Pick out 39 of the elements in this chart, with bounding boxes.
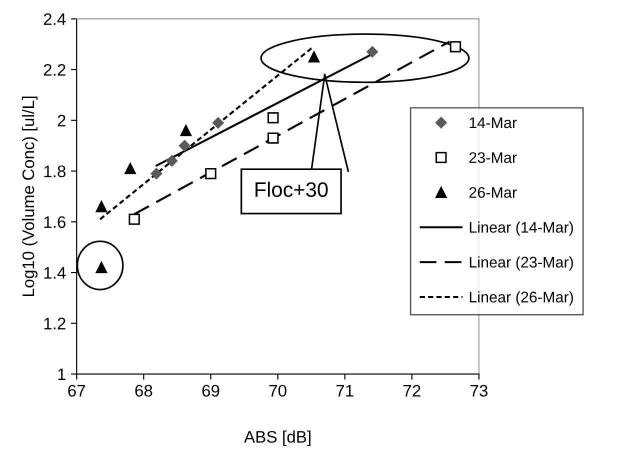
point (267, 132, 279, 144)
point (96, 262, 108, 274)
legend-label: Linear (23-Mar) (470, 256, 573, 271)
legend-label: Linear (26-Mar) (470, 291, 573, 306)
point (450, 41, 462, 52)
point (124, 162, 136, 174)
x-tick-label: 69 (202, 384, 220, 397)
x-tick-label: 72 (403, 384, 420, 397)
x-tick-label: 70 (269, 384, 286, 397)
legend-label: 14-Mar (470, 117, 517, 128)
x-axis-title: ABS [dB] (244, 430, 310, 446)
x-tick-label: 73 (470, 384, 488, 397)
y-tick-label: 2.2 (44, 64, 66, 76)
point (180, 124, 192, 136)
legend-label: Linear (14-Mar) (470, 222, 573, 236)
point (178, 140, 190, 152)
y-tick-label: 1.4 (44, 267, 66, 279)
x-tick-label: 68 (135, 384, 152, 397)
y-tick-label: 2 (58, 114, 66, 126)
point (308, 51, 320, 63)
point (96, 200, 108, 212)
point (212, 117, 224, 129)
y-tick-label: 1.6 (44, 216, 66, 228)
point (205, 168, 216, 180)
x-tick-label: 71 (336, 385, 354, 397)
point (128, 214, 140, 225)
y-tick-label: 2.4 (44, 13, 66, 25)
legend-label: 26-Mar (469, 187, 517, 198)
y-tick-label: 1.8 (44, 165, 66, 178)
point (366, 46, 378, 58)
y-tick-label: 1.2 (44, 318, 66, 330)
point (150, 168, 162, 180)
point (267, 112, 279, 124)
x-tick-label: 67 (68, 384, 86, 397)
legend-label: 23-Mar (469, 152, 517, 164)
point (166, 155, 178, 167)
y-tick-label: 1 (58, 368, 66, 380)
annotation: Floc+30 (256, 182, 328, 197)
y-axis-title: Log10 (Volume Conc) [ul/L] (22, 96, 38, 296)
